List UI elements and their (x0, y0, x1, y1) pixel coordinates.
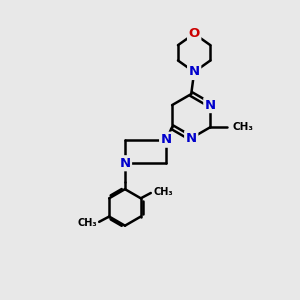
Text: N: N (205, 99, 216, 112)
Text: O: O (188, 27, 200, 40)
Text: CH₃: CH₃ (153, 187, 173, 197)
Text: CH₃: CH₃ (77, 218, 97, 228)
Text: CH₃: CH₃ (232, 122, 254, 132)
Text: N: N (119, 157, 130, 170)
Text: N: N (186, 132, 197, 145)
Text: N: N (189, 65, 200, 79)
Text: N: N (160, 133, 172, 146)
